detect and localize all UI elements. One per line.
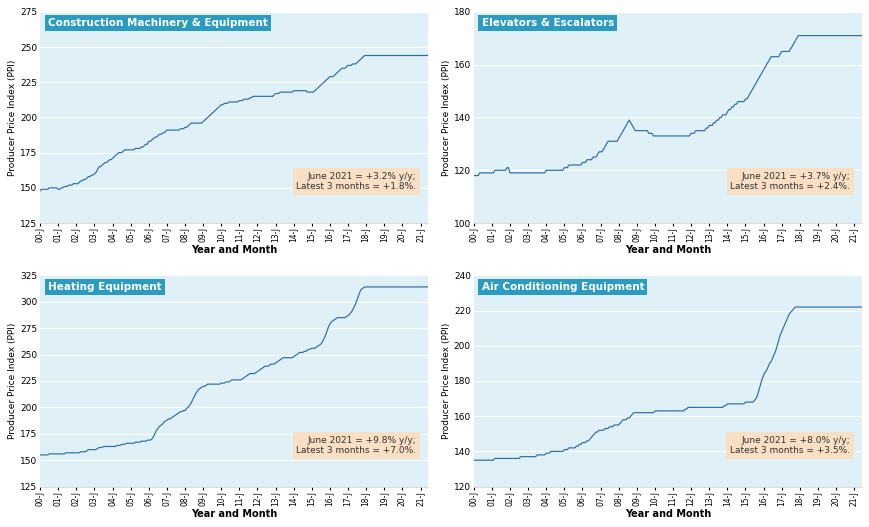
Text: Air Conditioning Equipment: Air Conditioning Equipment bbox=[481, 281, 643, 291]
X-axis label: Year and Month: Year and Month bbox=[624, 245, 710, 255]
Y-axis label: Producer Price Index (PPI): Producer Price Index (PPI) bbox=[9, 59, 17, 175]
Text: June 2021 = +8.0% y/y;
Latest 3 months = +3.5%.: June 2021 = +8.0% y/y; Latest 3 months =… bbox=[729, 435, 849, 455]
Y-axis label: Producer Price Index (PPI): Producer Price Index (PPI) bbox=[9, 323, 17, 439]
Text: Elevators & Escalators: Elevators & Escalators bbox=[481, 18, 614, 28]
Text: June 2021 = +3.7% y/y;
Latest 3 months = +2.4%.: June 2021 = +3.7% y/y; Latest 3 months =… bbox=[729, 172, 849, 191]
Text: June 2021 = +3.2% y/y;
Latest 3 months = +1.8%.: June 2021 = +3.2% y/y; Latest 3 months =… bbox=[296, 172, 416, 191]
X-axis label: Year and Month: Year and Month bbox=[624, 509, 710, 519]
Text: Heating Equipment: Heating Equipment bbox=[48, 281, 162, 291]
Y-axis label: Producer Price Index (PPI): Producer Price Index (PPI) bbox=[441, 323, 450, 439]
Y-axis label: Producer Price Index (PPI): Producer Price Index (PPI) bbox=[441, 59, 450, 175]
X-axis label: Year and Month: Year and Month bbox=[191, 509, 277, 519]
Text: Construction Machinery & Equipment: Construction Machinery & Equipment bbox=[48, 18, 268, 28]
X-axis label: Year and Month: Year and Month bbox=[191, 245, 277, 255]
Text: June 2021 = +9.8% y/y;
Latest 3 months = +7.0%.: June 2021 = +9.8% y/y; Latest 3 months =… bbox=[296, 435, 416, 455]
